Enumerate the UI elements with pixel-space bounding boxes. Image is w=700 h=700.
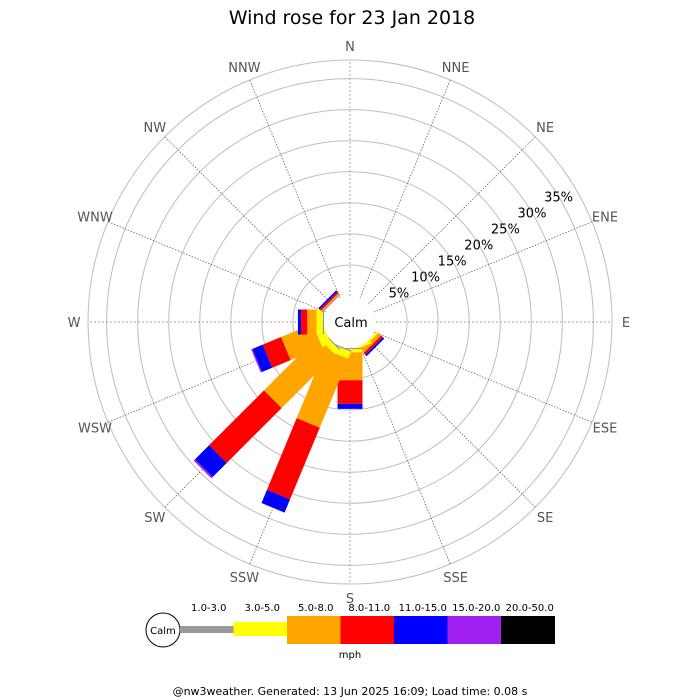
- bar-sw-11.0-15.0: [194, 445, 227, 478]
- grid-spoke: [373, 331, 593, 423]
- direction-label-ene: ENE: [592, 210, 618, 225]
- bar-ssw-11.0-15.0: [261, 489, 291, 513]
- bar-nw-1.0-3.0: [321, 293, 341, 313]
- bar-sw-8.0-11.0: [209, 390, 282, 463]
- legend: Calm 1.0-3.0 3.0-5.0 5.0-8.0 8.0-11.0 11.0-15…: [145, 603, 555, 648]
- radial-tick-label: 25%: [491, 223, 520, 238]
- direction-label-nw: NW: [144, 121, 167, 136]
- bar-wsw-8.0-11.0: [262, 337, 291, 368]
- legend-swatch-11.0-15.0: [394, 616, 448, 644]
- grid-spoke: [368, 340, 536, 508]
- direction-label-ne: NE: [536, 121, 554, 136]
- wind-bars: [193, 290, 385, 513]
- radial-tick-labels: 5%10%15%20%25%30%35%: [389, 191, 573, 302]
- direction-label-s: S: [346, 592, 354, 607]
- direction-label-wnw: WNW: [77, 210, 113, 225]
- calm-center: Calm: [324, 296, 376, 348]
- calm-circle: [324, 296, 376, 348]
- direction-label-ese: ESE: [593, 422, 618, 437]
- legend-swatch-1.0-3.0: [180, 626, 234, 633]
- legend-label-20.0-50.0: 20.0-50.0: [506, 603, 554, 614]
- bar-wsw-15.0-20.0: [251, 348, 262, 373]
- radial-tick-label: 20%: [464, 239, 493, 254]
- legend-label-8.0-11.0: 8.0-11.0: [348, 603, 390, 614]
- calm-label: Calm: [334, 316, 367, 331]
- grid-outer-ring: [87, 59, 613, 585]
- footer-text: @nw3weather. Generated: 13 Jun 2025 16:0…: [173, 685, 528, 698]
- bar-s-11.0-15.0: [337, 403, 363, 409]
- grid-spoke: [373, 221, 593, 313]
- bar-nw-11.0-15.0: [318, 290, 338, 310]
- direction-label-sse: SSE: [443, 571, 468, 586]
- radial-tick-label: 15%: [438, 255, 467, 270]
- grid-spoke: [359, 79, 451, 299]
- grid-ring: [137, 109, 563, 535]
- legend-label-11.0-15.0: 11.0-15.0: [399, 603, 447, 614]
- legend-swatch-5.0-8.0: [287, 616, 341, 644]
- bar-sw-5.0-8.0: [263, 336, 336, 409]
- legend-label-1.0-3.0: 1.0-3.0: [191, 603, 226, 614]
- grid-ring: [261, 233, 439, 411]
- bar-w-3.0-5.0: [316, 309, 323, 335]
- grid-spoke: [107, 221, 327, 313]
- bar-w-5.0-8.0: [307, 309, 317, 335]
- bar-se-8.0-11.0: [363, 335, 383, 355]
- legend-label-3.0-5.0: 3.0-5.0: [245, 603, 280, 614]
- direction-label-w: W: [68, 316, 81, 331]
- direction-label-ssw: SSW: [230, 571, 260, 586]
- direction-label-wsw: WSW: [78, 422, 112, 437]
- direction-labels: N NNE NE ENE E ESE SE SSE S SSW SW WSW W WNW NW NNW: [68, 40, 631, 607]
- bar-s-8.0-11.0: [337, 380, 363, 404]
- legend-calm-label: Calm: [150, 626, 176, 637]
- direction-label-se: SE: [537, 511, 553, 526]
- grid-spoke: [249, 79, 341, 299]
- bar-w-11.0-15.0: [297, 309, 302, 335]
- chart-title: Wind rose for 23 Jan 2018: [229, 7, 476, 29]
- radial-tick-label: 5%: [389, 287, 410, 302]
- direction-label-e: E: [622, 316, 630, 331]
- direction-label-n: N: [345, 40, 355, 55]
- legend-swatch-3.0-5.0: [233, 622, 288, 636]
- grid-spoke: [164, 136, 332, 304]
- bar-nw-5.0-8.0: [321, 293, 340, 312]
- legend-swatch-20.0-50.0: [501, 616, 555, 644]
- bar-ssw-8.0-11.0: [266, 418, 320, 500]
- bar-nw-8.0-11.0: [319, 291, 339, 311]
- bar-w-8.0-11.0: [301, 309, 308, 335]
- radial-tick-label: 30%: [518, 207, 547, 222]
- grid-ring: [168, 140, 532, 504]
- direction-label-nne: NNE: [442, 61, 470, 76]
- bar-wsw-11.0-15.0: [252, 344, 273, 373]
- unit-label: mph: [339, 650, 361, 661]
- radial-tick-label: 35%: [544, 191, 573, 206]
- legend-swatch-15.0-20.0: [447, 616, 502, 644]
- grid-spoke: [359, 345, 451, 565]
- bar-ssw-5.0-8.0: [296, 349, 349, 428]
- radial-tick-label: 10%: [411, 271, 440, 286]
- legend-label-5.0-8.0: 5.0-8.0: [298, 603, 333, 614]
- bar-w-1.0-3.0: [322, 309, 324, 335]
- direction-label-nnw: NNW: [228, 61, 260, 76]
- grid-spoke: [368, 136, 536, 304]
- bar-se-11.0-15.0: [365, 337, 385, 357]
- direction-label-sw: SW: [144, 511, 165, 526]
- bar-sw-15.0-20.0: [193, 459, 213, 479]
- legend-label-15.0-20.0: 15.0-20.0: [452, 603, 500, 614]
- legend-swatch-8.0-11.0: [340, 616, 395, 644]
